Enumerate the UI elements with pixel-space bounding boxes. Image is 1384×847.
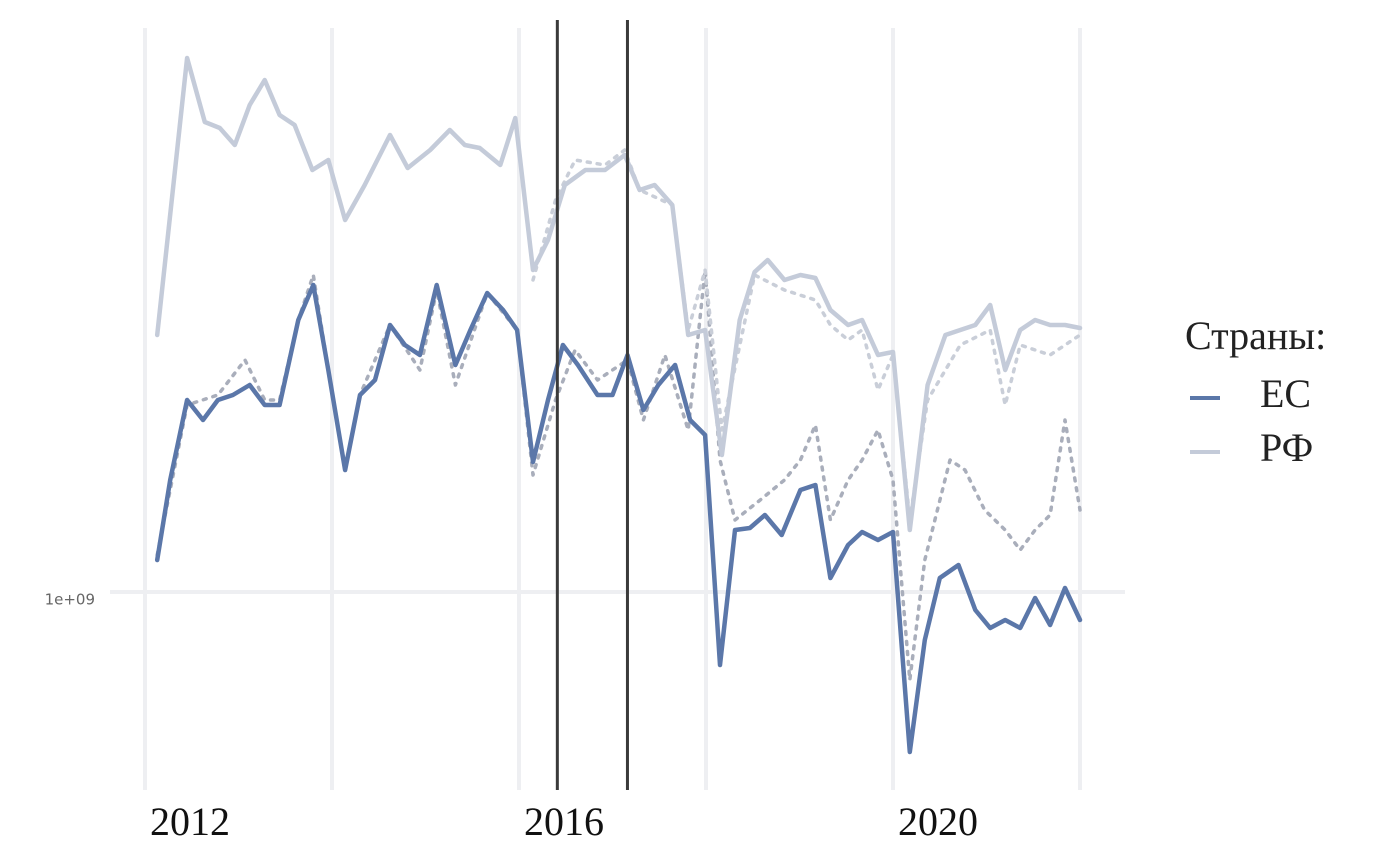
legend-label: РФ — [1260, 425, 1313, 470]
x-tick-label: 2016 — [524, 799, 604, 844]
x-tick-label: 2012 — [150, 799, 230, 844]
legend-title: Страны: — [1185, 313, 1326, 358]
series-line — [154, 55, 1083, 533]
x-tick-label: 2020 — [898, 799, 978, 844]
legend-label: ЕС — [1260, 371, 1311, 416]
series-line — [154, 282, 1083, 755]
y-tick-label: 1e+09 — [45, 591, 95, 609]
